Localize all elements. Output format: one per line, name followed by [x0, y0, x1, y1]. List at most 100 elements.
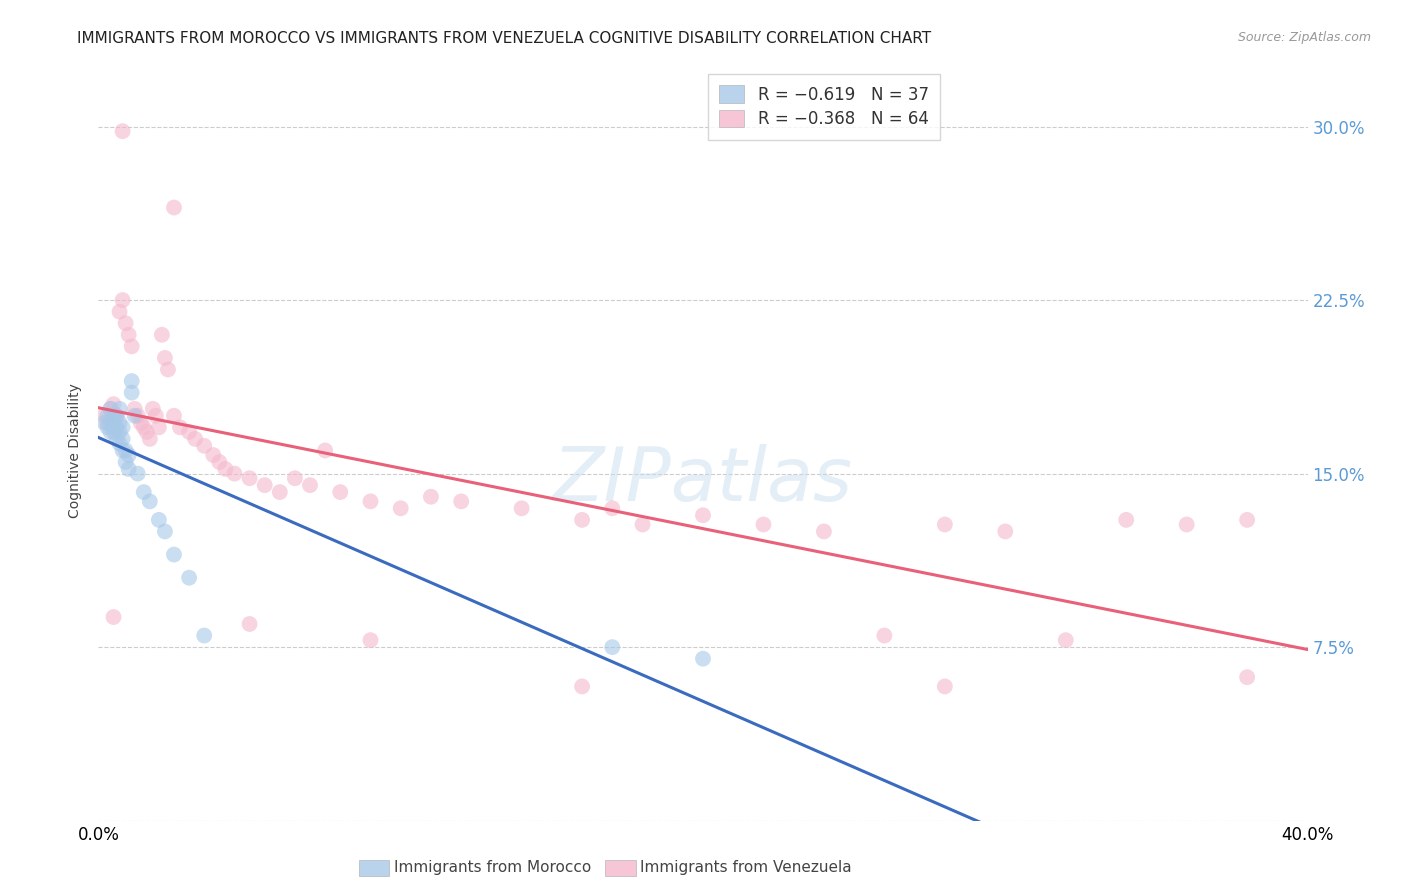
Point: [360, 494, 382, 508]
Point: [179, 425, 201, 439]
Point: [127, 409, 149, 423]
Point: [692, 508, 714, 523]
Point: [103, 610, 125, 624]
Point: [105, 420, 128, 434]
Point: [142, 401, 165, 416]
Point: [253, 478, 276, 492]
Point: [108, 304, 131, 318]
Point: [360, 633, 382, 648]
Point: [934, 517, 956, 532]
Point: [96, 409, 118, 423]
Point: [269, 485, 291, 500]
Point: [994, 524, 1017, 539]
Point: [239, 617, 262, 632]
Point: [132, 485, 155, 500]
Point: [1236, 513, 1258, 527]
Point: [96, 420, 118, 434]
Point: [105, 409, 128, 423]
Point: [124, 401, 146, 416]
Point: [163, 548, 186, 562]
Point: [1236, 670, 1258, 684]
Point: [239, 471, 262, 485]
Point: [108, 425, 131, 439]
Point: [450, 494, 472, 508]
Point: [127, 467, 149, 481]
Point: [571, 680, 593, 694]
Point: [111, 432, 134, 446]
Point: [103, 420, 125, 434]
Point: [103, 413, 125, 427]
Point: [284, 471, 307, 485]
Point: [108, 401, 131, 416]
Point: [105, 409, 128, 423]
Point: [148, 420, 170, 434]
Point: [100, 425, 122, 439]
Point: [118, 462, 141, 476]
Point: [121, 385, 143, 400]
Point: [631, 517, 654, 532]
Point: [118, 448, 141, 462]
Point: [100, 416, 122, 430]
Point: [135, 425, 157, 439]
Point: [692, 651, 714, 665]
Point: [193, 628, 215, 642]
Point: [208, 455, 231, 469]
Point: [202, 448, 225, 462]
Point: [169, 420, 191, 434]
Point: [571, 513, 593, 527]
Point: [184, 432, 207, 446]
Y-axis label: Cognitive Disability: Cognitive Disability: [69, 383, 83, 518]
Point: [105, 432, 128, 446]
Point: [114, 316, 136, 330]
Text: Immigrants from Venezuela: Immigrants from Venezuela: [640, 861, 852, 875]
Point: [934, 680, 956, 694]
Point: [813, 524, 835, 539]
Text: Immigrants from Morocco: Immigrants from Morocco: [394, 861, 591, 875]
Point: [139, 432, 162, 446]
Text: ZIPatlas: ZIPatlas: [553, 444, 853, 516]
Point: [93, 409, 115, 423]
Point: [329, 485, 352, 500]
Point: [224, 467, 246, 481]
Point: [150, 327, 173, 342]
Legend: R = −0.619   N = 37, R = −0.368   N = 64: R = −0.619 N = 37, R = −0.368 N = 64: [707, 74, 941, 140]
Point: [118, 327, 141, 342]
Point: [121, 339, 143, 353]
Point: [179, 571, 201, 585]
Point: [193, 439, 215, 453]
Point: [111, 293, 134, 307]
Point: [108, 416, 131, 430]
Point: [121, 374, 143, 388]
Text: IMMIGRANTS FROM MOROCCO VS IMMIGRANTS FROM VENEZUELA COGNITIVE DISABILITY CORREL: IMMIGRANTS FROM MOROCCO VS IMMIGRANTS FR…: [77, 31, 931, 46]
Point: [602, 640, 624, 654]
Point: [129, 416, 152, 430]
Point: [1054, 633, 1077, 648]
Text: Source: ZipAtlas.com: Source: ZipAtlas.com: [1237, 31, 1371, 45]
Point: [93, 416, 115, 430]
Point: [114, 455, 136, 469]
Point: [100, 401, 122, 416]
Point: [139, 494, 162, 508]
Point: [873, 628, 896, 642]
Point: [163, 409, 186, 423]
Point: [103, 409, 125, 423]
Point: [1175, 517, 1198, 532]
Point: [602, 501, 624, 516]
Point: [100, 401, 122, 416]
Point: [148, 513, 170, 527]
Point: [111, 124, 134, 138]
Point: [111, 420, 134, 434]
Point: [145, 409, 167, 423]
Point: [96, 416, 118, 430]
Point: [108, 436, 131, 450]
Point: [114, 443, 136, 458]
Point: [163, 201, 186, 215]
Point: [111, 443, 134, 458]
Point: [314, 443, 336, 458]
Point: [153, 351, 176, 365]
Point: [214, 462, 236, 476]
Point: [389, 501, 412, 516]
Point: [103, 425, 125, 439]
Point: [752, 517, 775, 532]
Point: [1115, 513, 1137, 527]
